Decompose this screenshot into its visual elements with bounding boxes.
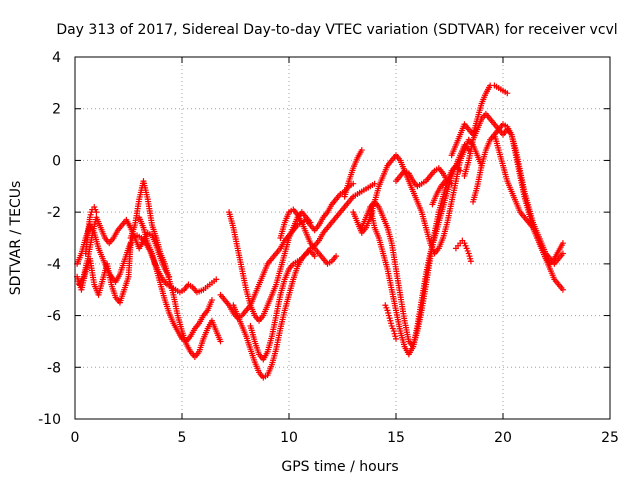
x-tick-label: 5: [178, 430, 187, 446]
y-tick-label: 4: [52, 50, 61, 66]
y-tick-label: -4: [47, 257, 61, 273]
series-s6: [136, 214, 215, 345]
data-point-marker: [457, 167, 464, 174]
series-s3: [76, 214, 173, 288]
data-point-marker: [504, 90, 511, 97]
data-point-marker: [358, 147, 365, 154]
series-s18: [491, 131, 566, 267]
data-point-marker: [371, 180, 378, 187]
y-tick-label: -2: [47, 205, 61, 221]
series-s22: [429, 178, 449, 208]
chart-title: Day 313 of 2017, Sidereal Day-to-day VTE…: [56, 22, 617, 38]
series-s20: [341, 147, 365, 200]
data-point-marker: [559, 240, 566, 247]
data-point-marker: [559, 286, 566, 293]
series-s19: [277, 206, 340, 267]
x-axis-label: GPS time / hours: [281, 459, 398, 475]
series-s21: [382, 302, 399, 342]
data-point-marker: [459, 237, 466, 244]
x-tick-label: 10: [280, 430, 298, 446]
x-tick-label: 15: [387, 430, 405, 446]
y-tick-label: -8: [47, 360, 61, 376]
data-point-marker: [307, 219, 314, 226]
series-s5: [127, 178, 224, 360]
series-s23: [461, 240, 474, 265]
y-tick-label: 2: [52, 102, 61, 118]
series-s10: [247, 180, 378, 363]
y-axis-label: SDTVAR / TECUs: [8, 181, 24, 296]
data-point-marker: [93, 209, 100, 216]
data-point-marker: [217, 338, 224, 345]
series-s17: [470, 121, 566, 293]
data-point-marker: [213, 276, 220, 283]
series-s4: [82, 203, 100, 257]
data-points: [74, 82, 566, 381]
series-s13: [367, 141, 472, 358]
series-s15: [448, 82, 511, 159]
data-point-marker: [333, 253, 340, 260]
data-point-marker: [393, 335, 399, 342]
y-tick-label: -10: [38, 412, 61, 428]
series-s14: [393, 165, 455, 190]
x-tick-label: 20: [494, 430, 512, 446]
data-point-marker: [448, 180, 455, 187]
x-tick-label: 0: [71, 430, 80, 446]
series-s11: [350, 136, 485, 257]
y-tick-label: -6: [47, 309, 61, 325]
data-point-marker: [208, 297, 215, 304]
series-s24: [452, 237, 466, 252]
data-point-marker: [442, 178, 449, 185]
plot-frame: [74, 56, 611, 420]
x-tick-label: 25: [601, 430, 619, 446]
data-point-marker: [311, 253, 318, 260]
series-s9: [226, 209, 314, 324]
data-point-marker: [467, 258, 474, 265]
data-point-marker: [559, 250, 566, 257]
y-tick-label: 0: [52, 153, 61, 169]
